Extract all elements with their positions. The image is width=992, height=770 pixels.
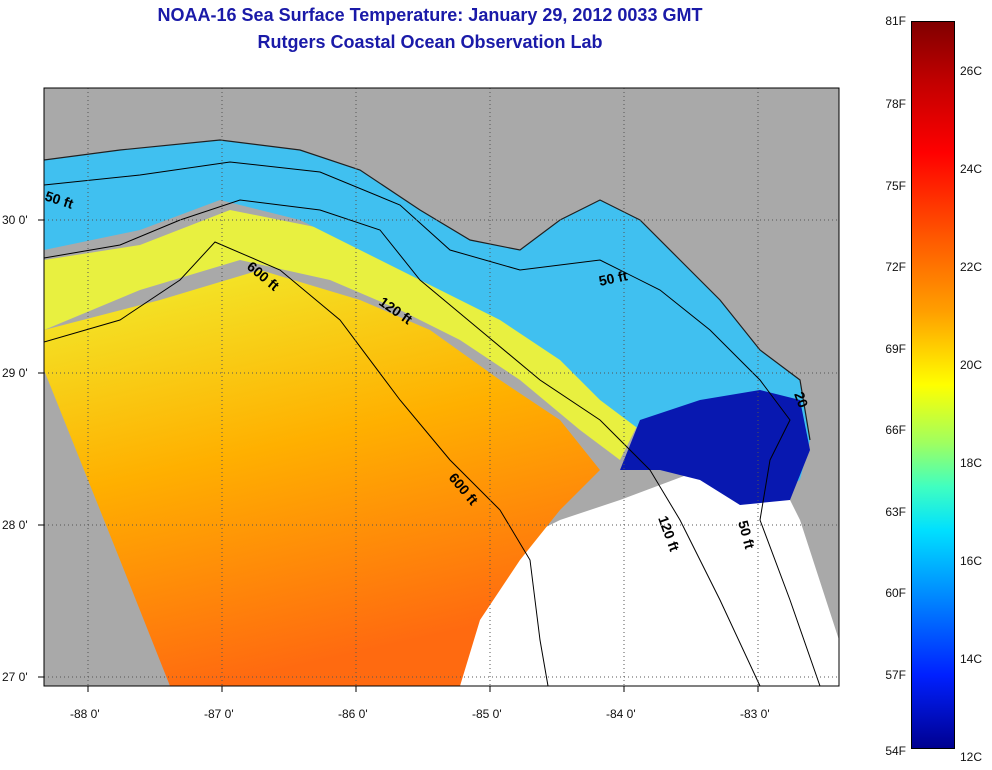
y-tick-label: 30 0' bbox=[2, 213, 28, 227]
fahrenheit-label: 78F bbox=[885, 97, 906, 111]
contour-label: 50 ft bbox=[597, 267, 629, 289]
celsius-label: 24C bbox=[960, 162, 983, 176]
fahrenheit-label: 72F bbox=[885, 260, 906, 274]
y-axis-ticks bbox=[38, 219, 44, 678]
warm-water bbox=[44, 270, 600, 686]
contour-label: 50 ft bbox=[735, 519, 758, 551]
celsius-label: 18C bbox=[960, 456, 983, 470]
x-tick-label: -88 0' bbox=[70, 707, 100, 721]
map-title: NOAA-16 Sea Surface Temperature: January… bbox=[157, 5, 703, 25]
x-tick-label: -84 0' bbox=[606, 707, 636, 721]
contour-label: 20 bbox=[791, 390, 811, 410]
fahrenheit-label: 66F bbox=[885, 423, 906, 437]
x-tick-label: -83 0' bbox=[740, 707, 770, 721]
mid-water bbox=[44, 210, 640, 460]
x-axis-ticks bbox=[87, 686, 759, 692]
contour-50ft bbox=[44, 161, 821, 686]
fahrenheit-label: 63F bbox=[885, 505, 906, 519]
celsius-label: 14C bbox=[960, 652, 983, 666]
fahrenheit-label: 69F bbox=[885, 342, 906, 356]
x-tick-label: -86 0' bbox=[338, 707, 368, 721]
fahrenheit-label: 81F bbox=[885, 14, 906, 28]
x-tick-label: -87 0' bbox=[204, 707, 234, 721]
fahrenheit-label: 60F bbox=[885, 586, 906, 600]
grid-lines bbox=[44, 88, 839, 686]
color-scale-bar bbox=[911, 21, 955, 749]
no-data-region bbox=[44, 440, 839, 686]
fahrenheit-label: 75F bbox=[885, 179, 906, 193]
contour-600ft bbox=[44, 241, 549, 686]
coastline bbox=[44, 139, 811, 441]
celsius-label: 12C bbox=[960, 750, 983, 764]
y-tick-label: 27 0' bbox=[2, 670, 28, 684]
y-tick-label: 28 0' bbox=[2, 518, 28, 532]
cold-shelf-water bbox=[44, 140, 810, 500]
fahrenheit-label: 54F bbox=[885, 744, 906, 758]
celsius-label: 16C bbox=[960, 554, 983, 568]
map-frame bbox=[43, 87, 840, 687]
celsius-label: 22C bbox=[960, 260, 983, 274]
map-subtitle: Rutgers Coastal Ocean Observation Lab bbox=[257, 32, 603, 52]
coldest-water bbox=[620, 390, 810, 505]
celsius-label: 20C bbox=[960, 358, 983, 372]
celsius-label: 26C bbox=[960, 64, 983, 78]
x-tick-label: -85 0' bbox=[472, 707, 502, 721]
contour-120ft bbox=[44, 199, 761, 686]
fahrenheit-label: 57F bbox=[885, 668, 906, 682]
y-tick-label: 29 0' bbox=[2, 366, 28, 380]
